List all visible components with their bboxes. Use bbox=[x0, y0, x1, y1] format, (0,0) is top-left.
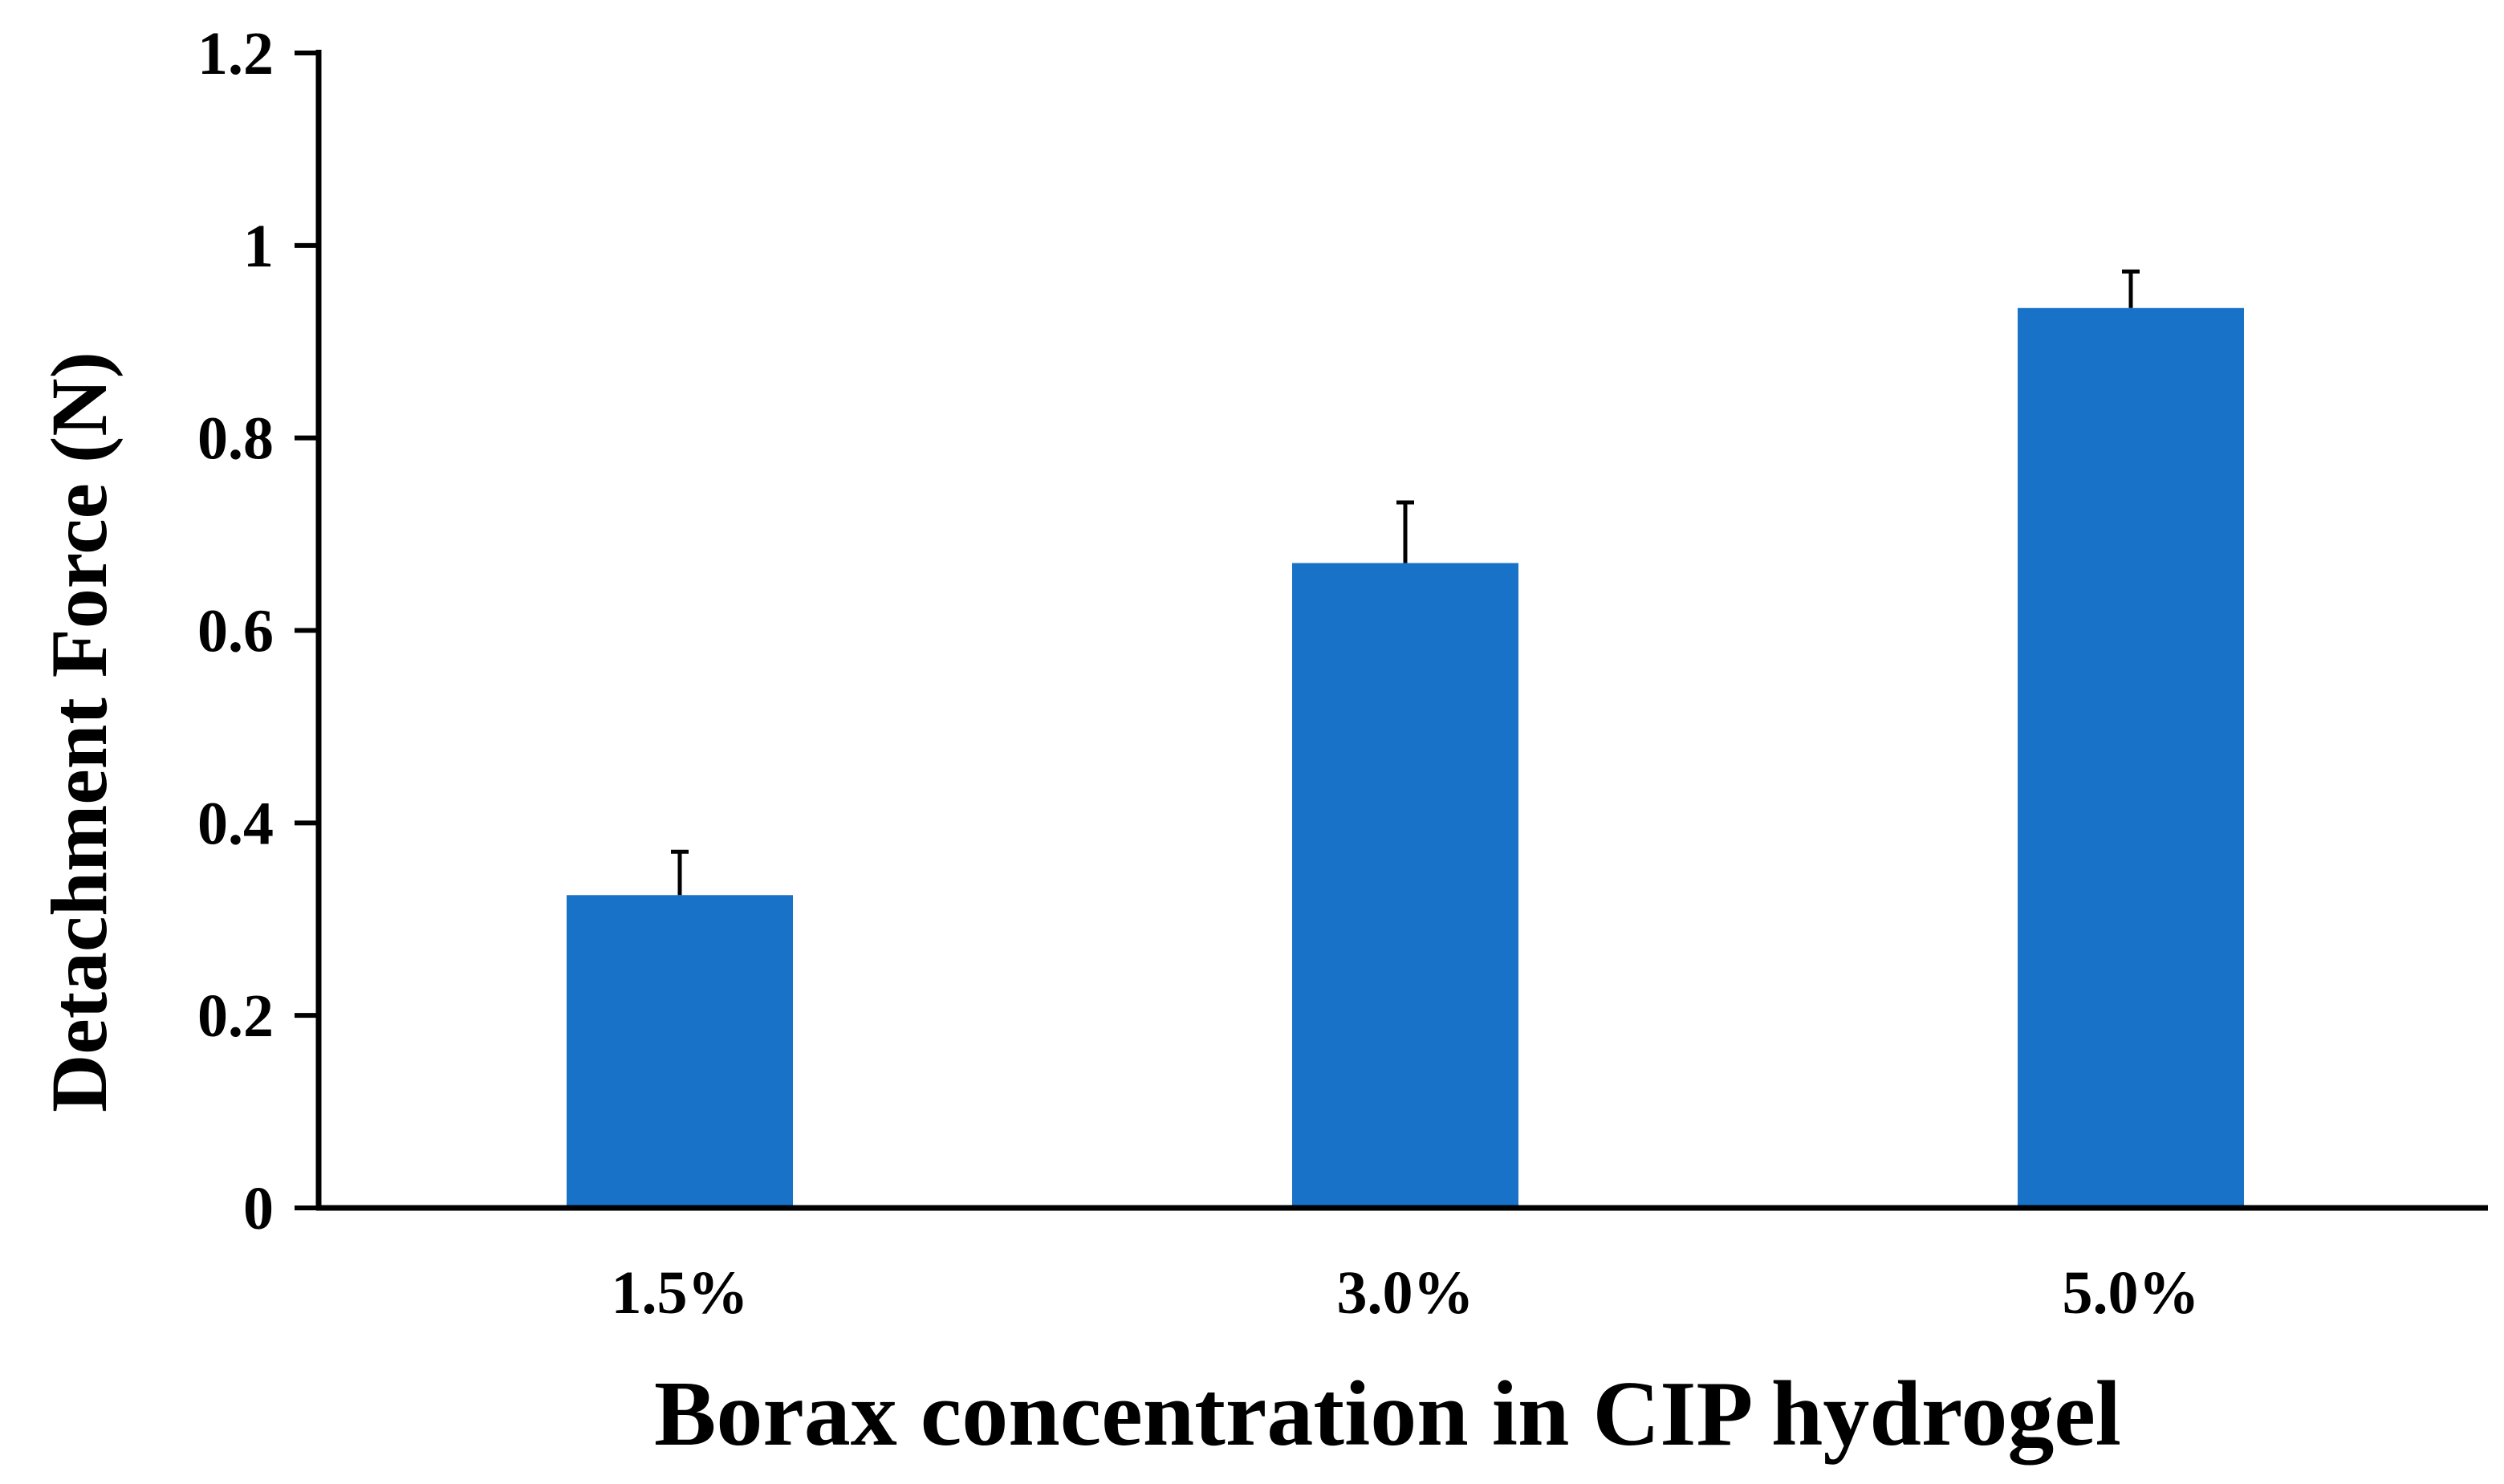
error-bars-layer bbox=[671, 269, 2140, 896]
y-ticks-layer: 0 0.2 0.4 0.6 0.8 1 1.2 bbox=[197, 20, 319, 1242]
x-tick-label: 1.5% bbox=[612, 1259, 749, 1327]
x-tick-label: 5.0% bbox=[2063, 1259, 2200, 1327]
y-tick-label: 0 bbox=[243, 1175, 274, 1242]
y-tick-label: 0.6 bbox=[197, 598, 274, 665]
x-tick-labels-layer: 1.5% 3.0% 5.0% bbox=[612, 1259, 2200, 1327]
y-tick-label: 0.2 bbox=[197, 982, 274, 1050]
y-tick-label: 0.8 bbox=[197, 405, 274, 473]
y-tick-label: 1 bbox=[243, 213, 274, 280]
bar-1-5pct bbox=[567, 895, 793, 1208]
y-tick-label: 1.2 bbox=[197, 20, 274, 87]
x-axis-title: Borax concentration in CIP hydrogel bbox=[654, 1363, 2121, 1466]
bar-3-0pct bbox=[1292, 563, 1518, 1208]
y-axis-title: Detachment Force (N) bbox=[35, 352, 124, 1112]
bar-5-0pct bbox=[2018, 307, 2244, 1208]
x-tick-label: 3.0% bbox=[1337, 1259, 1474, 1327]
bars-layer bbox=[567, 307, 2244, 1208]
y-tick-label: 0.4 bbox=[197, 790, 274, 857]
